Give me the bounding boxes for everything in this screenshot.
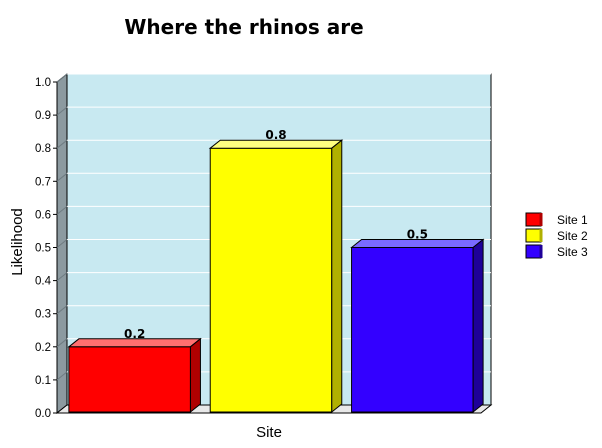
y-tick-label: 0.2	[35, 342, 51, 354]
side-wall-gridline	[56, 172, 68, 182]
bar-side	[189, 337, 201, 414]
legend-item: Site 1	[525, 212, 588, 227]
y-axis-ticks: 0.0 0.1 0.2 0.3 0.4 0.5 0.6 0.7 0.8 0.9 1.0	[35, 77, 57, 420]
side-wall-gridline	[56, 272, 68, 281]
y-tick-label: 0.5	[35, 243, 51, 255]
side-wall-gridline	[56, 73, 68, 83]
side-wall-gridline	[56, 371, 68, 381]
side-wall-gridline	[56, 338, 68, 348]
data-labels: 0.2 0.8 0.5	[124, 128, 428, 341]
chart-title: Where the rhinos are	[124, 15, 363, 39]
legend: Site 1 Site 2 Site 3	[525, 212, 588, 259]
side-wall-gridline	[56, 139, 68, 149]
y-tick-label: 0.7	[35, 176, 51, 188]
side-wall-gridline	[56, 106, 68, 116]
y-tick-label: 0.1	[35, 375, 51, 387]
side-wall-gridline	[56, 239, 68, 248]
data-label: 0.2	[124, 327, 145, 341]
bar-side	[472, 238, 484, 414]
y-tick-label: 0.6	[35, 209, 51, 221]
bar-3	[350, 238, 485, 414]
bar-2	[208, 139, 344, 414]
legend-swatch	[525, 212, 542, 227]
legend-item: Site 3	[525, 244, 588, 259]
legend-label: Site 1	[557, 213, 588, 227]
bar-1	[67, 337, 202, 414]
y-tick-label: 0.0	[35, 408, 51, 420]
bar-side	[331, 139, 343, 414]
side-wall-gridline	[56, 305, 68, 315]
legend-label: Site 2	[557, 229, 588, 243]
data-label: 0.5	[407, 228, 428, 242]
y-axis-label: Likelihood	[9, 208, 26, 276]
bar-front	[209, 147, 333, 413]
y-tick-label: 0.9	[35, 110, 51, 122]
legend-swatch	[525, 228, 542, 243]
y-tick-label: 0.3	[35, 309, 51, 321]
bar-front	[351, 247, 474, 413]
legend-item: Site 2	[525, 228, 588, 243]
y-tick-label: 0.4	[35, 276, 52, 288]
side-wall-gridline	[56, 206, 68, 215]
legend-swatch	[525, 244, 542, 259]
x-axis-label: Site	[256, 424, 282, 441]
bars	[67, 139, 485, 414]
y-tick-label: 0.8	[35, 143, 51, 155]
bar-front	[68, 346, 191, 413]
data-label: 0.8	[265, 128, 286, 142]
legend-label: Site 3	[557, 245, 588, 259]
y-tick-label: 1.0	[35, 77, 51, 89]
